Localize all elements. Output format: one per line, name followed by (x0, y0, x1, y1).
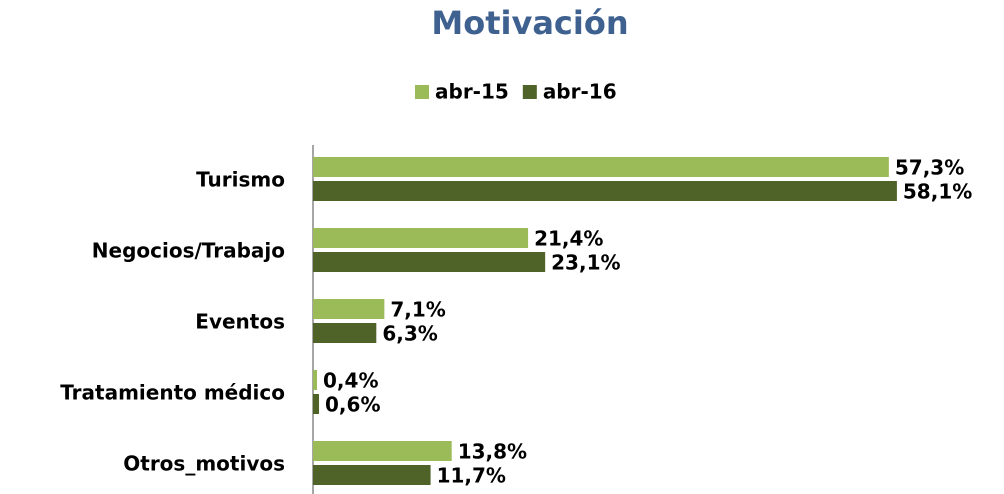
y-tick-label: Eventos (195, 310, 285, 334)
legend-label: abr-16 (543, 80, 617, 104)
data-label: 21,4% (534, 227, 603, 251)
chart-title: Motivación (431, 4, 628, 42)
data-label: 13,8% (458, 440, 527, 464)
bar (313, 228, 529, 248)
y-tick-label: Turismo (196, 168, 285, 192)
bar (313, 252, 546, 272)
legend-swatch (522, 85, 537, 99)
y-tick-label: Otros_motivos (123, 452, 285, 476)
data-label: 6,3% (382, 322, 437, 346)
data-label: 7,1% (390, 298, 445, 322)
data-label: 0,6% (325, 393, 380, 417)
bar (313, 394, 320, 414)
legend-label: abr-15 (435, 80, 509, 104)
data-label: 57,3% (895, 156, 964, 180)
y-tick-label: Tratamiento médico (60, 381, 285, 405)
bar (313, 465, 431, 485)
data-label: 23,1% (551, 251, 620, 275)
bar (313, 323, 377, 343)
bar (313, 181, 897, 201)
legend-swatch (415, 85, 429, 99)
data-label: 0,4% (323, 369, 378, 393)
bar (313, 441, 452, 461)
y-tick-label: Negocios/Trabajo (92, 239, 285, 263)
data-label: 11,7% (437, 464, 506, 488)
data-label: 58,1% (903, 180, 972, 204)
bar (313, 299, 385, 319)
bar (313, 370, 318, 390)
bar (313, 157, 889, 177)
